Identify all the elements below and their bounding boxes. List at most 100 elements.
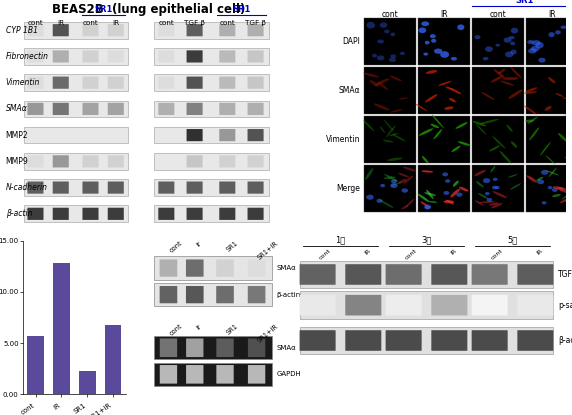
FancyBboxPatch shape [216, 365, 234, 383]
Bar [53, 263, 70, 394]
Ellipse shape [445, 179, 450, 183]
FancyBboxPatch shape [219, 208, 235, 220]
FancyBboxPatch shape [300, 330, 336, 351]
Ellipse shape [493, 178, 498, 181]
Bar [364, 67, 416, 114]
Ellipse shape [476, 124, 486, 135]
Text: 5일: 5일 [507, 236, 518, 245]
FancyBboxPatch shape [82, 155, 98, 167]
Ellipse shape [489, 145, 500, 151]
Ellipse shape [555, 30, 561, 34]
Ellipse shape [450, 189, 460, 198]
Ellipse shape [549, 168, 557, 177]
FancyBboxPatch shape [108, 50, 124, 63]
Text: SR1: SR1 [232, 5, 251, 14]
FancyBboxPatch shape [248, 259, 265, 277]
Bar [526, 116, 572, 163]
FancyBboxPatch shape [472, 264, 508, 285]
Text: cont: cont [490, 248, 503, 261]
Text: cont: cont [220, 20, 235, 26]
Ellipse shape [418, 194, 430, 202]
Ellipse shape [398, 173, 409, 177]
Bar [472, 67, 524, 114]
Ellipse shape [399, 98, 408, 100]
Ellipse shape [485, 46, 493, 52]
Text: ir: ir [194, 323, 202, 330]
FancyBboxPatch shape [53, 129, 69, 141]
Ellipse shape [383, 176, 396, 179]
Ellipse shape [545, 106, 551, 111]
FancyBboxPatch shape [108, 155, 124, 167]
FancyBboxPatch shape [186, 50, 202, 63]
Bar [364, 18, 416, 65]
Ellipse shape [422, 156, 428, 163]
Ellipse shape [374, 103, 390, 110]
Text: 3일: 3일 [422, 236, 432, 245]
Ellipse shape [406, 199, 415, 208]
Ellipse shape [489, 203, 499, 205]
FancyBboxPatch shape [158, 24, 174, 36]
Text: SMAα: SMAα [276, 345, 296, 351]
FancyBboxPatch shape [300, 264, 336, 285]
Text: Merge: Merge [336, 184, 360, 193]
FancyBboxPatch shape [53, 50, 69, 63]
FancyBboxPatch shape [186, 259, 204, 277]
FancyBboxPatch shape [27, 103, 43, 115]
FancyBboxPatch shape [517, 295, 553, 315]
FancyBboxPatch shape [82, 77, 98, 89]
Ellipse shape [400, 52, 405, 55]
FancyBboxPatch shape [248, 24, 264, 36]
Ellipse shape [487, 198, 492, 202]
FancyBboxPatch shape [431, 295, 467, 315]
Ellipse shape [549, 32, 555, 37]
FancyBboxPatch shape [219, 129, 235, 141]
Ellipse shape [490, 166, 495, 173]
Ellipse shape [566, 50, 572, 54]
Ellipse shape [386, 125, 396, 137]
Ellipse shape [495, 44, 500, 46]
FancyBboxPatch shape [219, 77, 235, 89]
Ellipse shape [380, 126, 385, 133]
Text: MMP9: MMP9 [6, 157, 29, 166]
FancyBboxPatch shape [158, 103, 174, 115]
Ellipse shape [555, 93, 564, 97]
Bar [418, 165, 470, 212]
Ellipse shape [390, 76, 402, 81]
FancyBboxPatch shape [160, 339, 177, 357]
FancyBboxPatch shape [108, 77, 124, 89]
FancyBboxPatch shape [431, 264, 467, 285]
FancyBboxPatch shape [82, 24, 98, 36]
Ellipse shape [443, 200, 454, 203]
Ellipse shape [446, 87, 454, 90]
Ellipse shape [505, 51, 514, 57]
Ellipse shape [444, 106, 454, 110]
FancyBboxPatch shape [186, 129, 202, 141]
FancyBboxPatch shape [53, 77, 69, 89]
Text: cont: cont [317, 248, 331, 261]
Ellipse shape [492, 186, 497, 189]
Ellipse shape [524, 105, 537, 115]
Bar [154, 48, 269, 65]
Ellipse shape [419, 128, 433, 136]
FancyBboxPatch shape [158, 181, 174, 194]
Ellipse shape [442, 172, 448, 176]
Text: IR: IR [535, 248, 543, 256]
Ellipse shape [525, 120, 534, 122]
Ellipse shape [457, 24, 464, 30]
Ellipse shape [440, 51, 449, 58]
Text: β-actin: β-actin [276, 292, 300, 298]
Ellipse shape [419, 27, 426, 33]
Ellipse shape [421, 171, 434, 173]
Ellipse shape [430, 34, 436, 38]
FancyBboxPatch shape [82, 208, 98, 220]
Ellipse shape [453, 181, 459, 187]
Ellipse shape [479, 119, 499, 124]
Text: β-actin: β-actin [558, 336, 572, 345]
FancyBboxPatch shape [386, 330, 422, 351]
Ellipse shape [511, 28, 518, 34]
FancyBboxPatch shape [158, 155, 174, 167]
Text: cont: cont [404, 248, 418, 261]
Ellipse shape [387, 158, 403, 161]
Ellipse shape [565, 156, 572, 159]
Ellipse shape [370, 80, 379, 87]
